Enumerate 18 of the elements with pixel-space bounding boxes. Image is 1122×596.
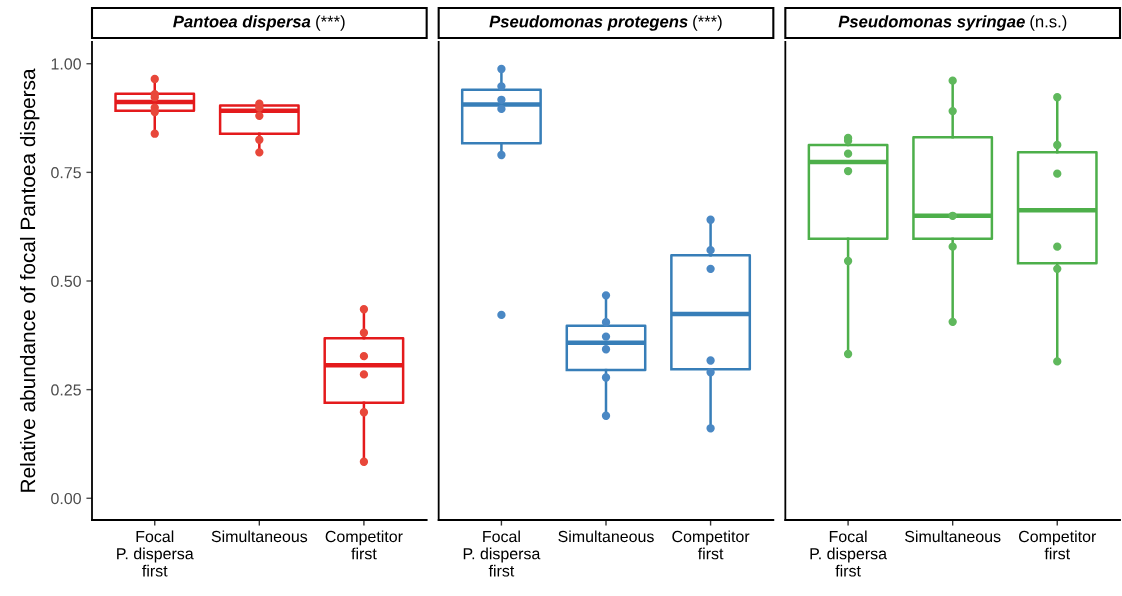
x-tick-label: Competitor first	[325, 530, 403, 560]
x-tick-label: Focal P. dispersa first	[810, 530, 888, 577]
chart-title: Pantoea dispersa (***)	[173, 15, 345, 31]
y-tick-label: 0.00	[51, 492, 81, 505]
chart-title: Pseudomonas protegens (***)	[489, 15, 722, 31]
x-tick-label: Competitor first	[672, 530, 750, 560]
x-tick-label: Simultaneous	[211, 530, 308, 543]
y-tick-label: 0.75	[51, 167, 81, 179]
x-tick-label: Simultaneous	[905, 530, 1001, 543]
y-tick-label: 1.00	[51, 58, 81, 70]
x-tick-label: Focal P. dispersa first	[117, 530, 194, 577]
y-tick-label: 0.50	[51, 275, 81, 287]
x-tick-label: Competitor first	[1019, 530, 1097, 560]
y-axis-title: Relative abundance of focal Pantoea dispersa	[19, 68, 40, 492]
x-tick-label: Focal P. dispersa first	[463, 530, 541, 577]
chart-title: Pseudomonas syringae (n.s.)	[838, 15, 1067, 31]
x-tick-label: Simultaneous	[558, 530, 654, 543]
y-tick-label: 0.25	[51, 384, 81, 396]
